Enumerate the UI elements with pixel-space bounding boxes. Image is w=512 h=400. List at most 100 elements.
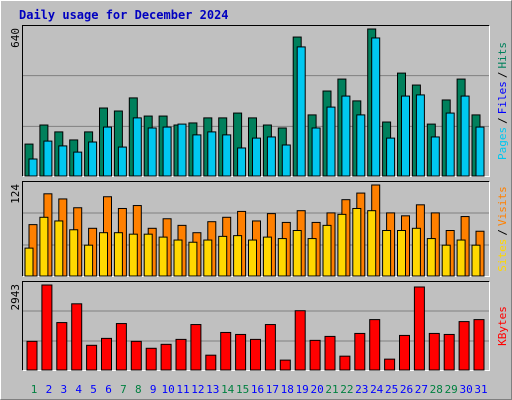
legend-entry: Pages <box>496 127 509 160</box>
x-tick-label: 20 <box>310 383 323 396</box>
legend: KBytes <box>496 306 509 346</box>
bar <box>73 151 83 177</box>
bar <box>99 232 108 277</box>
x-tick-label: 9 <box>150 383 157 396</box>
bar <box>128 233 138 277</box>
bar <box>145 347 157 371</box>
x-tick-label: 6 <box>105 383 112 396</box>
bar <box>158 236 168 277</box>
bar <box>252 137 261 177</box>
bar <box>173 239 183 277</box>
bar <box>205 354 217 371</box>
x-tick-label: 13 <box>206 383 219 396</box>
bar <box>367 210 377 277</box>
bar <box>130 340 142 371</box>
bar <box>262 236 272 277</box>
bar <box>371 37 381 177</box>
bar <box>132 117 142 177</box>
x-tick-label: 25 <box>385 383 398 396</box>
bar <box>160 343 172 371</box>
x-tick-label: 19 <box>296 383 309 396</box>
bar <box>190 324 202 371</box>
bar <box>115 323 127 371</box>
bar <box>264 324 276 371</box>
plot-border-dark <box>22 281 490 371</box>
bar <box>220 331 232 371</box>
bar <box>71 303 83 371</box>
bar <box>237 147 247 177</box>
bar <box>384 358 396 371</box>
bar <box>233 235 243 277</box>
bar <box>147 127 157 177</box>
x-tick-label: 14 <box>221 383 235 396</box>
bar <box>266 136 276 177</box>
bar <box>281 144 291 177</box>
x-tick-label: 31 <box>474 383 487 396</box>
bar <box>413 286 425 371</box>
bar <box>279 359 291 371</box>
plot-border-light <box>22 281 490 371</box>
bar <box>322 224 332 277</box>
legend-separator: / <box>496 117 509 124</box>
legend-separator: / <box>496 229 509 236</box>
legend-entry: Hits <box>496 42 509 69</box>
bar <box>473 319 485 371</box>
chart-title: Daily usage for December 2024 <box>19 8 229 22</box>
bar <box>101 337 112 371</box>
x-tick-label: 27 <box>415 383 428 396</box>
bar <box>475 126 485 177</box>
bar <box>177 123 187 177</box>
bar <box>292 230 302 277</box>
bar <box>356 114 366 177</box>
bar <box>28 158 38 177</box>
legend-entry: KBytes <box>496 306 509 346</box>
bar <box>401 95 410 177</box>
bar <box>309 339 321 371</box>
x-tick-label: 11 <box>176 383 189 396</box>
x-tick-label: 29 <box>445 383 458 396</box>
bar <box>415 94 425 177</box>
bar <box>311 127 321 177</box>
bar <box>341 95 351 177</box>
bar <box>24 247 34 277</box>
bar <box>326 106 336 177</box>
bar <box>428 332 440 371</box>
x-tick-label: 30 <box>459 383 472 396</box>
legend: Sites / Visits <box>496 186 509 272</box>
x-tick-label: 23 <box>355 383 368 396</box>
bar <box>54 220 64 277</box>
x-tick-label: 28 <box>430 383 443 396</box>
x-tick-label: 18 <box>281 383 294 396</box>
bar <box>397 230 406 277</box>
plot-border-dark <box>22 181 490 277</box>
x-tick-label: 22 <box>340 383 353 396</box>
x-tick-label: 3 <box>60 383 67 396</box>
bar <box>218 235 228 277</box>
bar <box>250 338 261 371</box>
bar <box>277 238 287 277</box>
y-max-label: 124 <box>9 184 22 204</box>
x-tick-label: 24 <box>370 383 384 396</box>
plot-border-dark <box>22 25 490 177</box>
bar <box>58 145 68 177</box>
bar <box>103 126 112 177</box>
bar <box>235 333 247 371</box>
bar <box>399 334 410 371</box>
bar <box>188 241 198 277</box>
bar <box>456 239 466 277</box>
legend: Pages / Files / Hits <box>496 42 509 160</box>
bar <box>339 355 351 371</box>
x-tick-label: 16 <box>251 383 264 396</box>
bar <box>203 239 213 277</box>
x-tick-label: 12 <box>191 383 204 396</box>
bar <box>443 333 455 371</box>
bar <box>441 244 451 277</box>
bar <box>324 335 336 371</box>
bar <box>248 239 257 277</box>
x-tick-label: 15 <box>236 383 249 396</box>
x-tick-label: 8 <box>135 383 142 396</box>
bar <box>337 213 347 277</box>
bar <box>192 134 202 177</box>
